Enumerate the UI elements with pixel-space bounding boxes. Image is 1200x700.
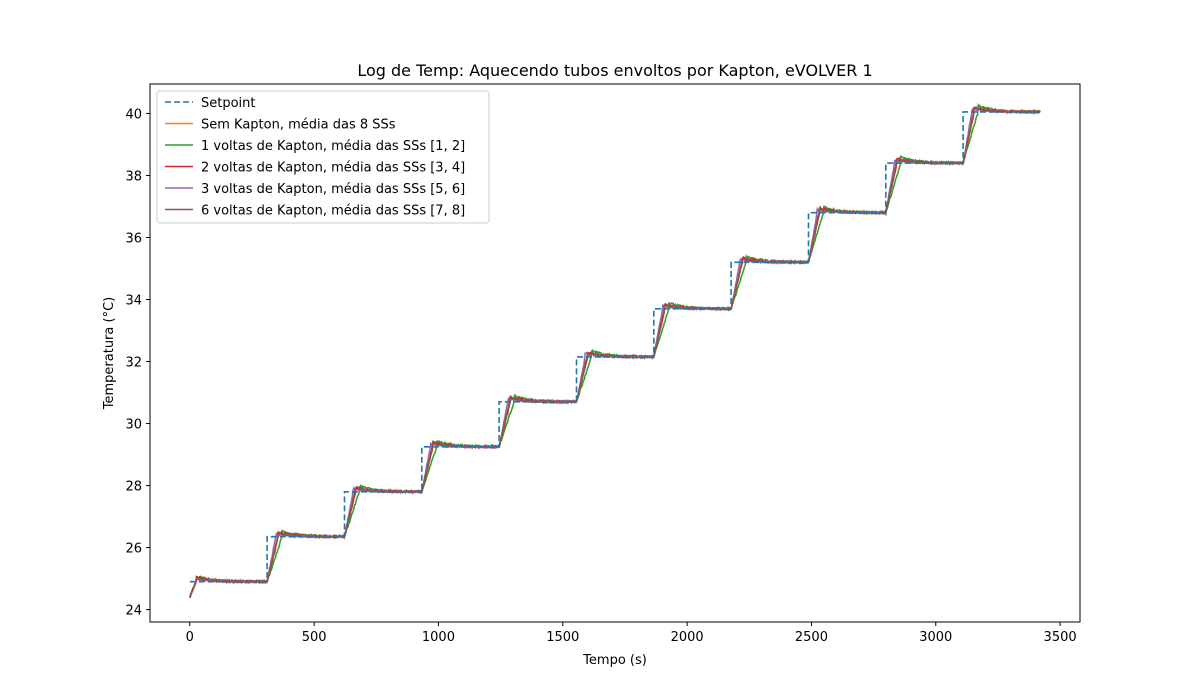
y-tick-label: 24	[125, 604, 142, 619]
x-tick-label: 2500	[795, 630, 828, 645]
plot-lines	[189, 102, 1041, 599]
legend: Setpoint Sem Kapton, média das 8 SSs 1 vol…	[156, 90, 490, 224]
y-axis-ticks: 24 26 28 30 32 34 36 38 40	[125, 107, 150, 619]
chart-title: Log de Temp: Aquecendo tubos envoltos po…	[357, 61, 872, 80]
y-tick-label: 38	[125, 169, 142, 184]
y-tick-label: 26	[125, 542, 142, 557]
x-tick-label: 3500	[1044, 630, 1077, 645]
x-tick-label: 500	[302, 630, 327, 645]
x-tick-label: 3000	[919, 630, 952, 645]
x-axis-ticks: 0 500 1000 1500 2000 2500 3000 3500	[186, 622, 1077, 645]
x-tick-label: 2000	[671, 630, 704, 645]
plot-area-frame	[149, 83, 1081, 623]
x-tick-label: 1000	[422, 630, 455, 645]
y-tick-label: 40	[125, 107, 142, 122]
y-tick-label: 32	[125, 356, 142, 371]
legend-label: Sem Kapton, média das 8 SSs	[201, 118, 396, 133]
legend-label: 6 voltas de Kapton, média das SSs [7, 8]	[201, 204, 465, 219]
y-tick-label: 30	[125, 418, 142, 433]
legend-label: 2 voltas de Kapton, média das SSs [3, 4]	[201, 161, 465, 176]
x-axis-label: Tempo (s)	[582, 653, 647, 668]
legend-label: 1 voltas de Kapton, média das SSs [1, 2]	[201, 139, 465, 154]
y-axis-label: Temperatura (°C)	[102, 297, 117, 410]
x-tick-label: 0	[186, 630, 194, 645]
legend-box	[156, 90, 490, 224]
legend-label: Setpoint	[201, 96, 256, 111]
setpoint-line	[189, 111, 1041, 583]
y-tick-label: 34	[125, 294, 142, 309]
legend-label: 3 voltas de Kapton, média das SSs [5, 6]	[201, 182, 465, 197]
y-tick-label: 28	[125, 480, 142, 495]
y-tick-label: 36	[125, 231, 142, 246]
x-tick-label: 1500	[546, 630, 579, 645]
